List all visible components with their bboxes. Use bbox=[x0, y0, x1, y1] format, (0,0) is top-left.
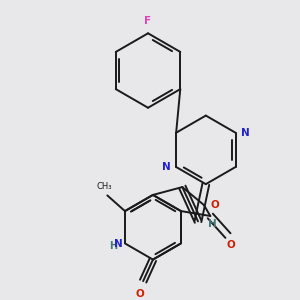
Text: N: N bbox=[161, 162, 170, 172]
Text: CH₃: CH₃ bbox=[97, 182, 112, 190]
Text: F: F bbox=[145, 16, 152, 26]
Text: O: O bbox=[136, 289, 145, 299]
Text: N: N bbox=[114, 239, 123, 249]
Text: O: O bbox=[226, 241, 235, 250]
Text: H: H bbox=[109, 241, 117, 251]
Text: H: H bbox=[208, 219, 217, 229]
Text: O: O bbox=[211, 200, 220, 210]
Text: N: N bbox=[242, 128, 250, 138]
